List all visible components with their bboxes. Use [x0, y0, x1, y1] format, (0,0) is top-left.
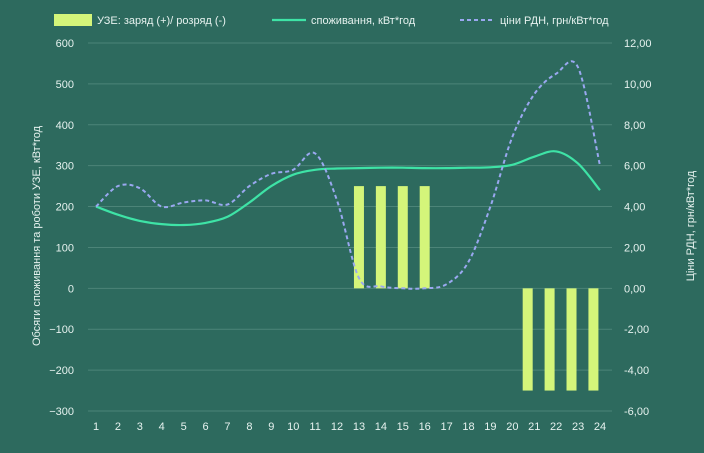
y-right-tick-label: 0,00: [624, 283, 645, 295]
bar: [566, 288, 577, 391]
x-tick-label: 13: [353, 421, 365, 433]
y-left-tick-label: −200: [49, 365, 74, 377]
x-tick-label: 7: [224, 421, 230, 433]
x-tick-label: 18: [462, 421, 474, 433]
y-left-tick-label: 300: [56, 161, 74, 173]
x-tick-label: 17: [440, 421, 452, 433]
legend: УЗЕ: заряд (+)/ розряд (-) споживання, кВ…: [54, 14, 609, 27]
y-right-tick-label: 2,00: [624, 242, 645, 254]
x-tick-label: 10: [287, 421, 299, 433]
x-tick-label: 21: [528, 421, 540, 433]
x-tick-label: 23: [572, 421, 584, 433]
y-right-axis-title: Ціни РДН, грн/кВт*год: [685, 170, 697, 281]
y-left-tick-label: 600: [56, 38, 74, 50]
y-right-tick-label: -2,00: [624, 324, 649, 336]
x-tick-label: 9: [268, 421, 274, 433]
bar: [544, 288, 555, 391]
x-tick-label: 1: [93, 421, 99, 433]
x-tick-label: 8: [246, 421, 252, 433]
legend-swatch-bars: [54, 14, 92, 26]
y-right-tick-label: -6,00: [624, 406, 649, 418]
price-line: [95, 60, 601, 290]
x-tick-label: 14: [375, 421, 387, 433]
bar: [375, 186, 386, 289]
bar: [522, 288, 533, 391]
y-left-axis-title: Обсяги споживання та роботи УЗЕ, кВт*год: [31, 125, 43, 346]
x-tick-label: 20: [506, 421, 518, 433]
y-right-tick-label: 8,00: [624, 120, 645, 132]
x-tick-label: 22: [550, 421, 562, 433]
x-tick-label: 24: [594, 421, 606, 433]
grid: [88, 42, 612, 412]
x-tick-label: 19: [484, 421, 496, 433]
x-tick-label: 16: [419, 421, 431, 433]
legend-label-price: ціни РДН, грн/кВт*год: [500, 15, 609, 27]
y-right-tick-label: 12,00: [624, 38, 652, 50]
bar: [588, 288, 599, 391]
y-left-tick-label: 0: [68, 283, 74, 295]
consumption-line: [95, 150, 601, 227]
y-left-tick-label: 200: [56, 202, 74, 214]
legend-label-bars: УЗЕ: заряд (+)/ розряд (-): [97, 15, 226, 27]
x-tick-label: 15: [397, 421, 409, 433]
x-tick-label: 3: [137, 421, 143, 433]
y-left-tick-label: 100: [56, 242, 74, 254]
y-right-tick-label: 6,00: [624, 161, 645, 173]
bar: [419, 186, 430, 289]
y-right-tick-label: 4,00: [624, 202, 645, 214]
x-tick-label: 6: [203, 421, 209, 433]
bar: [353, 186, 364, 289]
x-tick-label: 11: [309, 421, 320, 433]
legend-label-consumption: споживання, кВт*год: [311, 15, 416, 27]
x-tick-label: 2: [115, 421, 121, 433]
y-left-tick-label: 400: [56, 120, 74, 132]
x-tick-label: 12: [331, 421, 343, 433]
bar: [397, 186, 408, 289]
y-left-tick-label: −100: [49, 324, 74, 336]
y-right-tick-label: -4,00: [624, 365, 649, 377]
line-series: [95, 60, 601, 290]
x-tick-label: 4: [159, 421, 165, 433]
bars-series: [353, 186, 599, 391]
y-left-tick-label: −300: [49, 406, 74, 418]
x-tick-label: 5: [181, 421, 187, 433]
y-left-tick-label: 500: [56, 79, 74, 91]
y-right-tick-label: 10,00: [624, 79, 652, 91]
